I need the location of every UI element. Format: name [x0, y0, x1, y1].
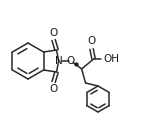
Text: OH: OH	[104, 54, 120, 64]
Text: O: O	[49, 84, 58, 95]
Text: N: N	[55, 56, 62, 66]
Text: O: O	[66, 56, 75, 66]
Text: O: O	[49, 27, 58, 38]
Text: O: O	[87, 36, 96, 46]
